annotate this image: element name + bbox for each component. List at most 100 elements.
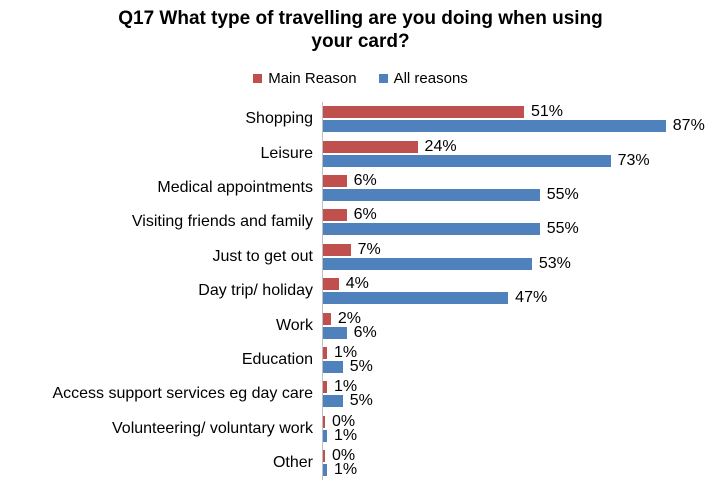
chart-title-line1: Q17 What type of travelling are you doin… [118,8,603,29]
legend-item-all-reasons: All reasons [378,70,468,87]
main-reason-barline: 1% [323,343,721,361]
value-label: 73% [617,151,650,169]
chart-row-work: Work 2% 6% [0,308,721,343]
value-label: 5% [349,392,373,410]
bars-group: 0% 1% [322,411,721,446]
chart-title-line2: your card? [311,31,410,52]
legend-label-all-reasons: All reasons [393,70,468,87]
legend-item-main-reason: Main Reason [253,70,357,87]
main-reason-bar [323,312,331,325]
category-label: Work [275,316,313,334]
main-reason-barline: 0% [323,412,721,430]
main-reason-barline: 2% [323,309,721,327]
main-reason-bar [323,209,347,222]
bars-group: 7% 53% [322,239,721,274]
main-reason-swatch [253,74,263,83]
all-reasons-bar [323,464,327,477]
legend: Main Reason All reasons [0,70,721,87]
main-reason-bar [323,381,327,394]
main-reason-bar [323,106,524,119]
chart-row-volunteering-voluntary-work: Volunteering/ voluntary work 0% 1% [0,411,721,446]
all-reasons-barline: 47% [323,289,721,307]
legend-label-main-reason: Main Reason [268,70,357,87]
category-label: Just to get out [212,247,313,265]
all-reasons-barline: 5% [323,357,721,375]
all-reasons-bar [323,429,327,442]
bars-group: 1% 5% [322,342,721,378]
bars-group: 51% 87% [322,102,721,137]
plot-area: Shopping 51% 87% Leisure 24% 73% Medical appoi… [0,102,721,481]
bars-group: 4% 47% [322,273,721,309]
all-reasons-bar [323,188,540,201]
all-reasons-bar [323,120,666,133]
main-reason-barline: 6% [323,171,721,189]
category-label: Leisure [260,144,313,162]
category-label: Medical appointments [157,178,313,196]
main-reason-bar [323,174,347,187]
all-reasons-bar [323,395,343,408]
bars-group: 0% 1% [322,445,721,481]
chart-row-other: Other 0% 1% [0,445,721,481]
all-reasons-barline: 55% [323,220,721,238]
value-label: 5% [349,357,373,375]
bars-group: 2% 6% [322,308,721,343]
value-label: 6% [353,323,377,341]
category-label: Access support services eg day care [52,385,313,403]
all-reasons-bar [323,257,532,270]
value-label: 1% [333,343,358,361]
value-label: 7% [357,240,381,258]
main-reason-barline: 0% [323,447,721,465]
all-reasons-barline: 55% [323,185,721,203]
bars-group: 6% 55% [322,205,721,240]
value-label: 55% [546,220,579,238]
chart-row-shopping: Shopping 51% 87% [0,102,721,137]
value-label: 53% [538,254,571,272]
value-label: 0% [332,447,356,465]
main-reason-barline: 6% [323,206,721,224]
main-reason-barline: 1% [323,379,721,395]
main-reason-bar [323,346,327,359]
chart-row-education: Education 1% 5% [0,342,721,378]
main-reason-bar [323,415,325,428]
category-label: Education [241,350,313,368]
all-reasons-barline: 1% [323,427,721,443]
main-reason-bar [323,140,418,153]
main-reason-barline: 7% [323,240,721,258]
all-reasons-barline: 6% [323,323,721,341]
category-label: Other [272,454,313,472]
category-label: Volunteering/ voluntary work [112,419,313,437]
main-reason-barline: 24% [323,137,721,155]
main-reason-bar [323,243,351,256]
value-label: 4% [345,275,369,293]
chart-row-just-to-get-out: Just to get out 7% 53% [0,239,721,274]
chart-row-access-support-services-eg-day-care: Access support services eg day care 1% 5% [0,377,721,412]
all-reasons-barline: 5% [323,392,721,410]
main-reason-barline: 4% [323,275,721,293]
all-reasons-bar [323,360,343,373]
main-reason-barline: 51% [323,104,721,120]
all-reasons-bar [323,292,509,305]
chart-row-visiting-friends-and-family: Visiting friends and family 6% 55% [0,205,721,240]
value-label: 2% [337,309,361,327]
all-reasons-bar [323,223,540,236]
value-label: 6% [353,171,377,189]
value-label: 24% [424,137,457,155]
value-label: 6% [353,206,377,224]
value-label: 0% [332,412,356,430]
bars-group: 1% 5% [322,377,721,412]
category-label: Visiting friends and family [131,213,313,231]
all-reasons-bar [323,326,347,339]
value-label: 1% [333,461,358,479]
all-reasons-barline: 53% [323,254,721,272]
value-label: 47% [515,289,548,307]
main-reason-bar [323,450,325,463]
all-reasons-barline: 87% [323,118,721,134]
bars-group: 6% 55% [322,170,721,206]
all-reasons-barline: 1% [323,461,721,479]
main-reason-bar [323,278,339,291]
value-label: 55% [546,185,579,203]
all-reasons-bar [323,154,611,167]
all-reasons-swatch [378,74,388,83]
all-reasons-barline: 73% [323,151,721,169]
